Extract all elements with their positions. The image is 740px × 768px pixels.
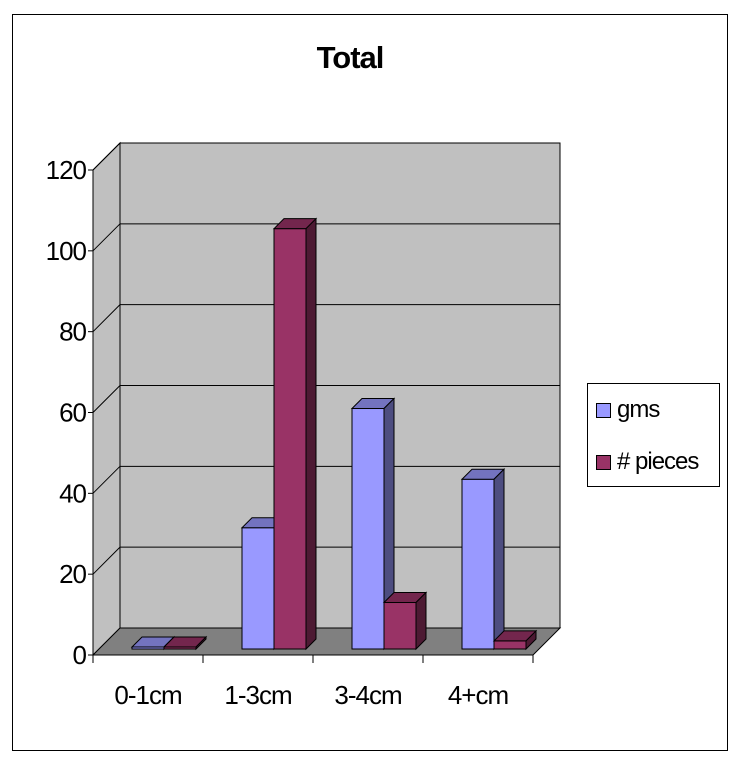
bar-pieces-4+cm [492,629,538,651]
y-tick-label: 60 [59,398,86,428]
legend-swatch-gms [596,402,611,418]
chart-title: Total [316,40,385,75]
legend: gms # pieces [587,383,720,487]
gridline [92,304,560,333]
x-tick-label: 4+cm [448,680,508,710]
y-tick-label: 40 [59,478,86,508]
bar-front [241,527,275,650]
legend-label-pieces: # pieces [617,448,699,475]
bar-pieces-1-3cm [272,217,318,651]
legend-item-gms: gms [596,395,660,425]
bar-front [461,478,495,650]
bar-front [351,408,385,650]
x-tick-label: 0-1cm [114,680,181,710]
bar-side [305,217,317,651]
gridline [92,142,560,171]
gridline [92,465,560,494]
bar-gms-4+cm [460,468,506,651]
gridlines [92,142,560,575]
y-tick-label: 120 [46,155,87,185]
gridline [92,223,560,252]
gridline [92,385,560,413]
bar-side [195,635,207,651]
y-tick-label: 0 [73,640,87,670]
bar-side [525,629,537,651]
bars [130,217,538,651]
bar-front [273,228,307,650]
bar-pieces-3-4cm [382,591,428,651]
gridline [92,546,560,575]
bar-side [415,591,427,651]
tick-labels: 0 20 40 60 80 100 120 0-1cm 1-3cm 3-4cm 4+cm [46,155,510,710]
bar-front [493,640,527,650]
bar-gms-3-4cm [350,397,396,651]
axes [88,169,534,663]
legend-item-pieces: # pieces [596,447,699,477]
bar-pieces-0-1cm [162,635,208,651]
x-tick-label: 1-3cm [224,680,291,710]
bar-front [383,602,417,650]
y-tick-label: 20 [59,559,86,589]
bar-side [493,468,505,651]
x-tick-label: 3-4cm [334,680,401,710]
y-tick-label: 100 [46,236,87,266]
y-tick-label: 80 [59,317,86,347]
legend-label-gms: gms [617,396,660,423]
legend-swatch-pieces [596,454,611,470]
